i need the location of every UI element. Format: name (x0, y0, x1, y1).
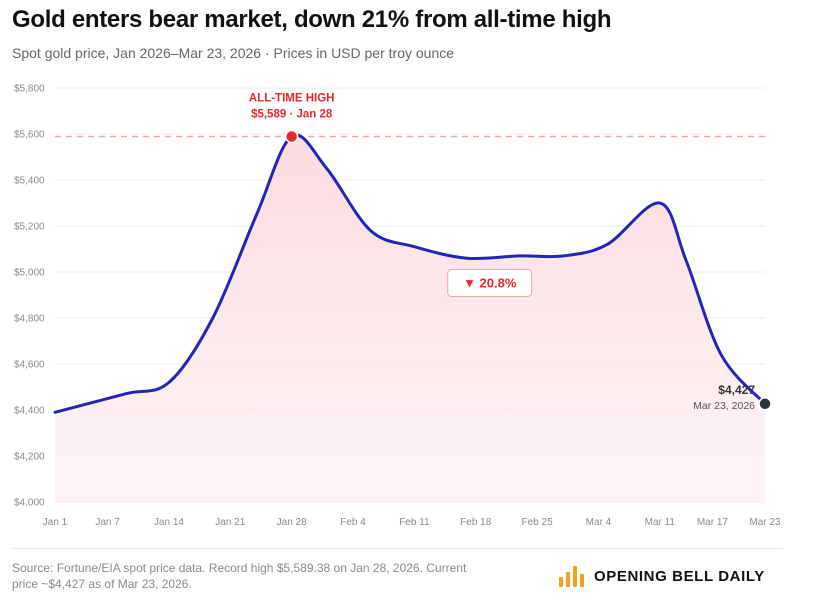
drop-badge-box (447, 269, 533, 297)
current-price-label: $4,427 (718, 383, 755, 397)
y-tick-label: $4,200 (14, 452, 45, 463)
x-tick-label: Jan 14 (154, 517, 184, 528)
x-tick-label: Jan 7 (95, 517, 120, 528)
drop-badge-text: ▼ 20.8% (463, 276, 517, 291)
chart-title: Gold enters bear market, down 21% from a… (12, 6, 612, 33)
y-tick-label: $4,000 (14, 498, 45, 509)
price-area-fill (55, 135, 765, 502)
x-tick-label: Mar 17 (697, 517, 729, 528)
y-tick-label: $5,200 (14, 222, 45, 233)
y-tick-label: $4,800 (14, 314, 45, 325)
brand-name: OPENING BELL DAILY (594, 567, 765, 585)
x-tick-label: Jan 1 (43, 517, 68, 528)
x-tick-label: Jan 21 (215, 517, 245, 528)
y-tick-label: $5,000 (14, 268, 45, 279)
drop-badge: ▼ 20.8% (447, 269, 533, 297)
x-tick-label: Feb 4 (340, 517, 366, 528)
y-tick-label: $5,400 (14, 176, 45, 187)
ath-marker (284, 129, 299, 144)
y-tick-label: $5,600 (14, 130, 45, 141)
source-note: Source: Fortune/EIA spot price data. Rec… (12, 560, 532, 592)
y-tick-label: $4,600 (14, 360, 45, 371)
x-tick-label: Feb 25 (522, 517, 554, 528)
current-date-label: Mar 23, 2026 (693, 400, 755, 412)
brand-logo: OPENING BELL DAILY (559, 565, 765, 587)
x-tick-label: Feb 11 (399, 517, 430, 528)
price-chart: $4,000 $4,200 $4,400 $4,600 $4,800 $5,000 $5,2… (14, 84, 781, 529)
footer-divider (12, 548, 783, 549)
x-tick-label: Mar 4 (586, 517, 612, 528)
chart-subtitle: Spot gold price, Jan 2026–Mar 23, 2026 ·… (12, 45, 455, 61)
x-tick-label: Mar 23 (749, 517, 781, 528)
y-tick-label: $5,800 (14, 84, 45, 95)
ath-detail-label: $5,589 · Jan 28 (251, 109, 333, 121)
source-line-2: price ~$4,427 as of Mar 23, 2026. (12, 577, 192, 591)
x-tick-label: Jan 28 (277, 517, 307, 528)
bar-chart-icon (559, 565, 584, 587)
source-line-1: Source: Fortune/EIA spot price data. Rec… (12, 561, 467, 575)
y-tick-label: $4,400 (14, 406, 45, 417)
price-series-line (53, 133, 767, 414)
current-price-marker (758, 397, 772, 411)
ath-title-label: ALL-TIME HIGH (249, 93, 335, 105)
x-tick-label: Feb 18 (460, 517, 492, 528)
x-tick-label: Mar 11 (645, 517, 676, 528)
